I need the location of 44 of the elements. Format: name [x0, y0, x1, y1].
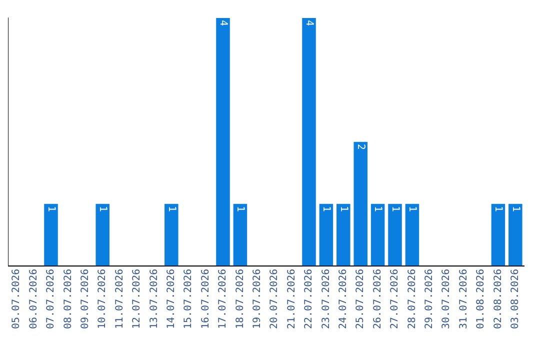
- x-tick-label: 09.07.2026: [80, 268, 91, 330]
- x-tick-label: 07.07.2026: [46, 268, 57, 330]
- x-tick-label: 27.07.2026: [390, 268, 401, 330]
- x-tick-label: 19.07.2026: [252, 268, 263, 330]
- x-tick-label: 06.07.2026: [28, 268, 40, 330]
- x-tick-label: 02.08.2026: [492, 268, 504, 330]
- data-label: 1: [45, 206, 56, 212]
- x-tick-label: 15.07.2026: [183, 268, 194, 330]
- x-tick-label: 23.07.2026: [320, 268, 332, 330]
- x-tick-label: 14.07.2026: [166, 268, 177, 330]
- x-tick-label: 26.07.2026: [372, 268, 384, 330]
- data-label: 4: [217, 20, 228, 26]
- x-tick-label: 18.07.2026: [234, 268, 246, 330]
- data-label: 1: [389, 206, 400, 212]
- x-tick-label: 30.07.2026: [441, 268, 452, 330]
- x-tick-label: 08.07.2026: [62, 268, 74, 330]
- data-label: 1: [320, 206, 332, 212]
- x-tick-label: 22.07.2026: [304, 268, 315, 330]
- data-label: 1: [406, 206, 418, 212]
- data-label: 1: [97, 206, 108, 212]
- x-tick-label: 20.07.2026: [269, 268, 280, 330]
- x-tick-label: 11.07.2026: [114, 268, 126, 330]
- data-label: 1: [510, 206, 521, 212]
- x-tick-label: 10.07.2026: [97, 268, 108, 330]
- x-tick-label: 29.07.2026: [424, 268, 435, 330]
- x-tick-label: 24.07.2026: [338, 268, 349, 330]
- x-tick-label: 28.07.2026: [406, 268, 418, 330]
- x-tick-label: 16.07.2026: [200, 268, 212, 330]
- x-tick-label: 03.08.2026: [510, 268, 521, 330]
- x-tick-label: 01.08.2026: [476, 268, 487, 330]
- data-label: 1: [166, 206, 177, 212]
- data-label: 1: [372, 206, 384, 212]
- x-tick-label: 12.07.2026: [132, 268, 143, 330]
- x-tick-label: 21.07.2026: [286, 268, 298, 330]
- data-label: 1: [234, 206, 246, 212]
- data-label: 1: [492, 206, 504, 212]
- data-label: 2: [355, 144, 366, 150]
- x-tick-label: 05.07.2026: [11, 268, 22, 330]
- data-label: 1: [338, 206, 349, 212]
- x-tick-label: 31.07.2026: [458, 268, 470, 330]
- x-tick-label: 25.07.2026: [355, 268, 366, 330]
- x-tick-label: 17.07.2026: [218, 268, 229, 330]
- x-tick-label: 13.07.2026: [148, 268, 160, 330]
- data-label: 4: [303, 20, 314, 26]
